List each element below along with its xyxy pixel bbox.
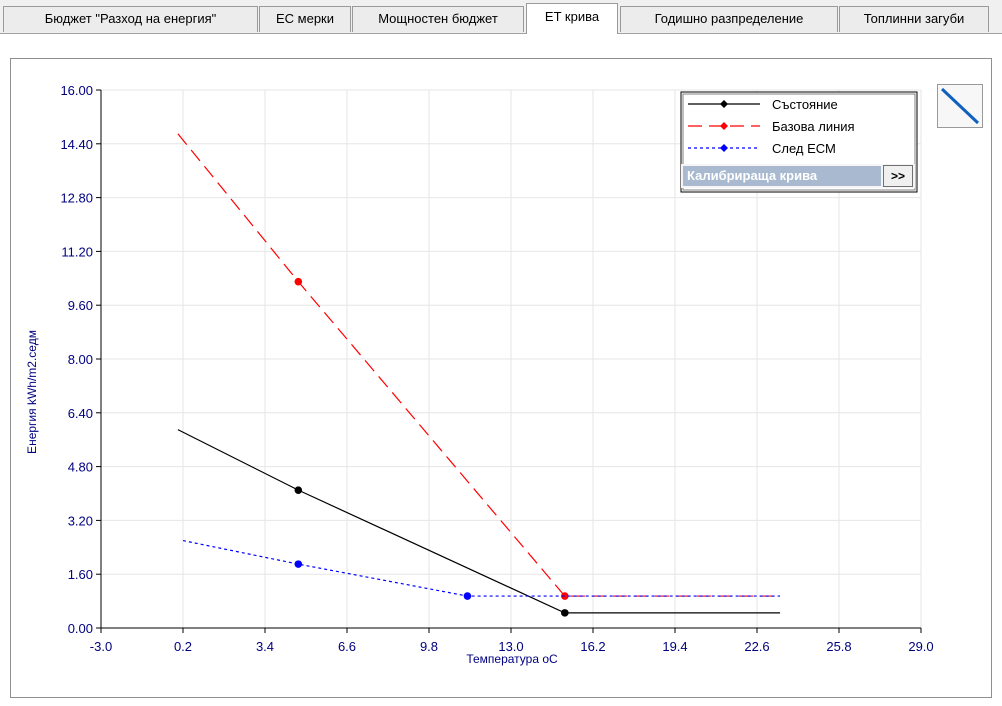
legend-inner-border <box>682 93 916 191</box>
x-tick-label: 25.8 <box>826 639 851 654</box>
series-point-2 <box>463 592 472 600</box>
x-tick-label: 19.4 <box>662 639 687 654</box>
y-tick-label: 3.20 <box>68 513 93 528</box>
series-point-1 <box>294 277 303 286</box>
legend-marker-0 <box>720 100 728 108</box>
y-tick-labels: 0.00 1.60 3.20 4.80 6.40 8.00 9.60 11.20 12.80 14… <box>60 83 93 636</box>
legend-label-0: Състояние <box>772 97 838 112</box>
y-tick-label: 12.80 <box>60 191 93 206</box>
x-tick-label: 22.6 <box>744 639 769 654</box>
x-tick-label: 0.2 <box>174 639 192 654</box>
x-tick-label: 16.2 <box>580 639 605 654</box>
tab-heat-losses[interactable]: Топлинни загуби <box>839 6 989 32</box>
x-tick-label: 6.6 <box>338 639 356 654</box>
x-axis-label: Температура oC <box>466 652 558 666</box>
tab-divider <box>0 33 1002 34</box>
line-tool-button[interactable] <box>937 84 983 128</box>
calibration-expand-button[interactable]: >> <box>883 165 913 187</box>
legend-label-2: След ЕСМ <box>772 141 836 156</box>
chart-series <box>177 133 781 617</box>
y-tick-label: 0.00 <box>68 621 93 636</box>
legend-marker-2 <box>720 144 728 152</box>
series-point-0 <box>561 609 569 617</box>
chart-axes <box>96 89 922 633</box>
series-point-1 <box>561 592 569 600</box>
x-tick-label: 3.4 <box>256 639 274 654</box>
calibration-curve-label: Калибрираща крива <box>683 166 881 186</box>
tab-annual-distribution[interactable]: Годишно разпределение <box>620 6 838 32</box>
x-tick-label: 29.0 <box>908 639 933 654</box>
x-tick-label: 9.8 <box>420 639 438 654</box>
tab-ec-measures[interactable]: ЕС мерки <box>259 6 351 32</box>
y-tick-label: 11.20 <box>61 244 93 259</box>
x-tick-label: 13.0 <box>498 639 523 654</box>
tab-power-budget[interactable]: Мощностен бюджет <box>352 6 524 32</box>
series-line-0 <box>177 429 781 614</box>
diagonal-line-icon <box>940 87 980 125</box>
y-tick-label: 6.40 <box>68 406 93 421</box>
series-point-2 <box>294 560 303 568</box>
y-tick-label: 9.60 <box>68 298 93 313</box>
y-tick-label: 16.00 <box>60 83 93 98</box>
y-tick-label: 14.40 <box>60 137 93 152</box>
x-tick-labels: -3.0 0.2 3.4 6.6 9.8 13.0 16.2 19.4 22.6 25.8 29.0 <box>90 639 934 654</box>
legend-label-1: Базова линия <box>772 119 855 134</box>
tab-energy-budget[interactable]: Бюджет "Разход на енергия" <box>3 6 258 32</box>
legend-items: Състояние Базова линия След ЕСМ <box>688 97 855 156</box>
y-tick-label: 1.60 <box>68 567 93 582</box>
x-tick-label: -3.0 <box>90 639 112 654</box>
tab-bar: Бюджет "Разход на енергия" ЕС мерки Мощн… <box>0 0 1002 36</box>
chart-grid <box>100 89 922 629</box>
series-line-2 <box>182 539 781 597</box>
tab-et-curve[interactable]: ET крива <box>526 3 618 34</box>
y-axis-label: Енергия kWh/m2.седм <box>25 330 39 454</box>
series-point-0 <box>294 486 303 494</box>
y-tick-label: 4.80 <box>68 460 93 475</box>
legend-marker-1 <box>720 122 728 130</box>
y-tick-label: 8.00 <box>68 352 93 367</box>
series-line-1 <box>177 133 781 597</box>
